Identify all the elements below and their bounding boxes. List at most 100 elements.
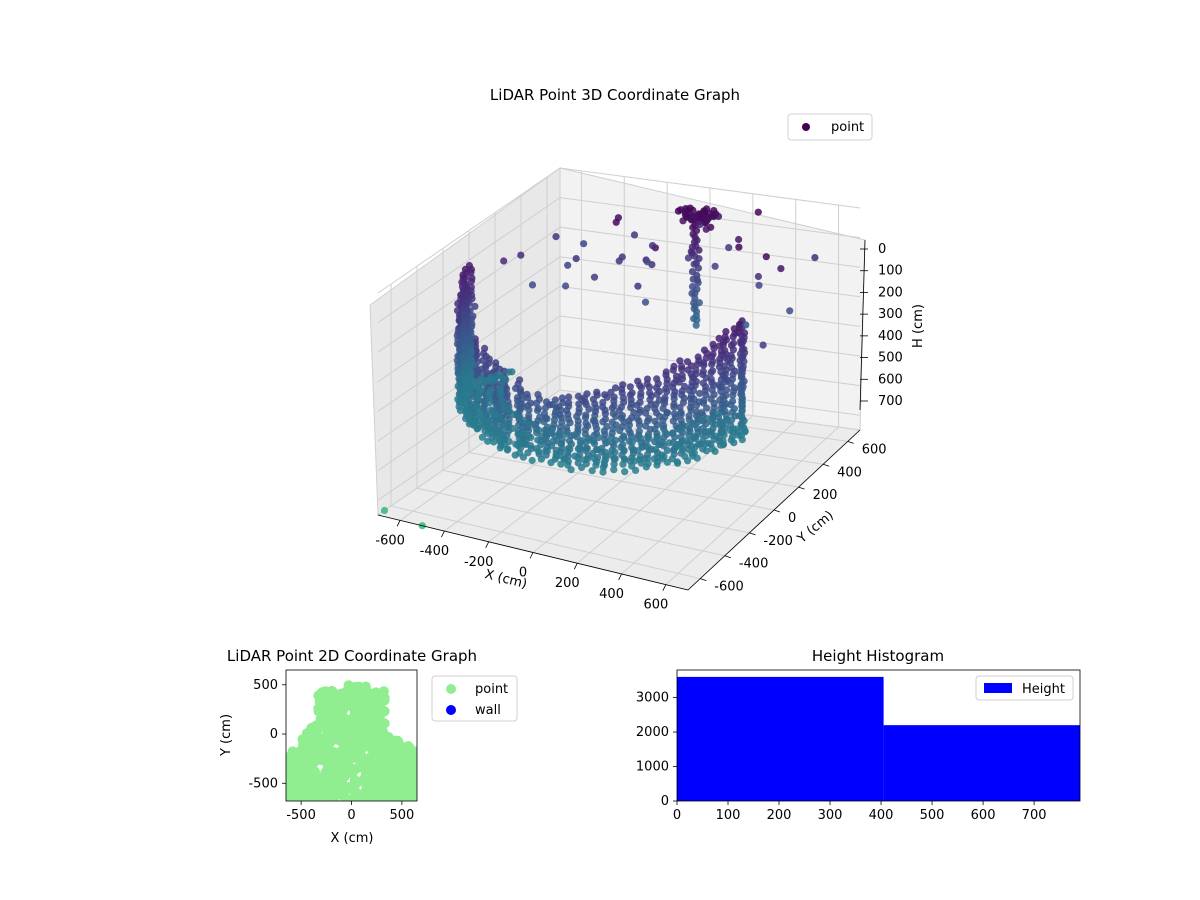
point-3d	[693, 316, 701, 324]
point-3d	[484, 437, 492, 445]
point-2d	[304, 751, 314, 762]
point-3d	[585, 405, 593, 413]
tick-label-x-histogram: 0	[673, 808, 681, 823]
point-3d	[590, 273, 599, 281]
point-3d	[639, 443, 647, 451]
point-3d	[552, 452, 560, 460]
point-2d	[319, 772, 329, 783]
point-3d	[508, 368, 516, 376]
point-3d	[629, 446, 638, 454]
y-axis-label-2d: Y (cm)	[219, 714, 234, 757]
point-3d	[565, 393, 573, 401]
legend-2d-marker-point	[446, 684, 456, 694]
point-3d	[481, 418, 489, 426]
point-3d	[704, 215, 712, 223]
point-3d	[590, 454, 598, 462]
point-3d	[648, 445, 656, 453]
point-2d	[295, 778, 306, 789]
point-3d	[473, 381, 481, 389]
point-3d	[525, 426, 533, 435]
point-3d	[755, 281, 763, 289]
point-2d	[312, 750, 323, 761]
point-3d	[592, 461, 600, 469]
ticks-2d: -500 0 500 -500 0 500	[248, 678, 414, 823]
point-3d	[498, 397, 506, 405]
point-3d	[495, 436, 503, 444]
point-3d	[702, 447, 711, 455]
legend-2d-marker-wall	[446, 705, 456, 715]
point-3d	[663, 446, 671, 454]
point-3d	[708, 360, 716, 368]
point-2d	[409, 779, 417, 790]
point-3d	[540, 418, 548, 426]
point-3d	[462, 400, 470, 408]
ticks-histogram: 0 100 200 300 400 500 600 700 0 1000 2000 3000	[636, 691, 1047, 823]
point-3d	[580, 240, 588, 248]
point-3d	[594, 434, 603, 442]
point-3d	[719, 341, 727, 349]
point-3d	[514, 430, 522, 438]
point-2d	[329, 752, 339, 763]
point-2d	[288, 768, 299, 779]
point-3d	[693, 360, 702, 368]
grid-line-y	[442, 469, 750, 534]
point-2d	[364, 735, 375, 746]
point-2d	[376, 721, 387, 732]
point-3d	[653, 390, 661, 398]
point-2d	[365, 690, 376, 701]
point-3d	[516, 388, 525, 396]
tick-label-x-histogram: 600	[971, 808, 996, 823]
point-3d	[732, 425, 740, 433]
point-2d	[390, 794, 401, 801]
point-3d	[489, 425, 497, 433]
grid-line-z	[377, 197, 861, 324]
point-3d	[557, 439, 565, 448]
point-2d	[349, 744, 360, 755]
tick-label-x-histogram: 100	[716, 808, 741, 823]
legend-histogram-swatch	[984, 683, 1012, 693]
point-3d	[462, 406, 470, 415]
point-3d	[581, 414, 590, 422]
point-3d	[754, 272, 763, 281]
tick-label-y-2d: 500	[253, 678, 278, 693]
point-2d	[378, 686, 389, 697]
grid-line-y	[468, 452, 775, 511]
tick-label-z-3d: 100	[878, 264, 903, 279]
tick-y-3d	[749, 532, 756, 536]
ticks-3d: -600-400-2000200400600-600-400-200020040…	[375, 242, 902, 613]
point-3d	[714, 212, 723, 220]
point-3d	[610, 466, 618, 474]
point-3d	[754, 208, 762, 216]
tick-label-x-histogram: 700	[1022, 808, 1047, 823]
point-3d	[738, 373, 746, 381]
legend-histogram: Height	[975, 675, 1074, 701]
point-2d	[387, 783, 398, 794]
legend-2d-label-wall: wall	[475, 703, 501, 718]
point-3d	[497, 385, 505, 393]
point-2d	[398, 790, 409, 801]
point-3d	[487, 373, 495, 381]
point-3d	[693, 454, 701, 462]
point-3d	[723, 417, 731, 425]
point-2d	[394, 754, 405, 765]
point-3d	[707, 369, 715, 377]
point-3d	[702, 391, 710, 399]
tick-label-x-2d: 0	[347, 808, 355, 823]
tick-y-3d	[773, 509, 781, 513]
point-3d	[637, 434, 645, 442]
point-3d	[496, 444, 504, 452]
point-3d	[641, 298, 650, 306]
point-2d	[327, 777, 338, 788]
tick-y-3d	[798, 486, 805, 490]
point-3d	[620, 446, 628, 454]
point-2d	[327, 685, 337, 696]
histogram-title: Height Histogram	[812, 647, 944, 665]
point-2d	[329, 796, 340, 801]
point-2d	[320, 722, 330, 733]
point-3d	[599, 468, 607, 476]
point-2d	[403, 766, 413, 777]
point-3d	[674, 459, 682, 467]
point-3d	[669, 446, 678, 454]
tick-label-y-histogram: 0	[661, 794, 669, 809]
